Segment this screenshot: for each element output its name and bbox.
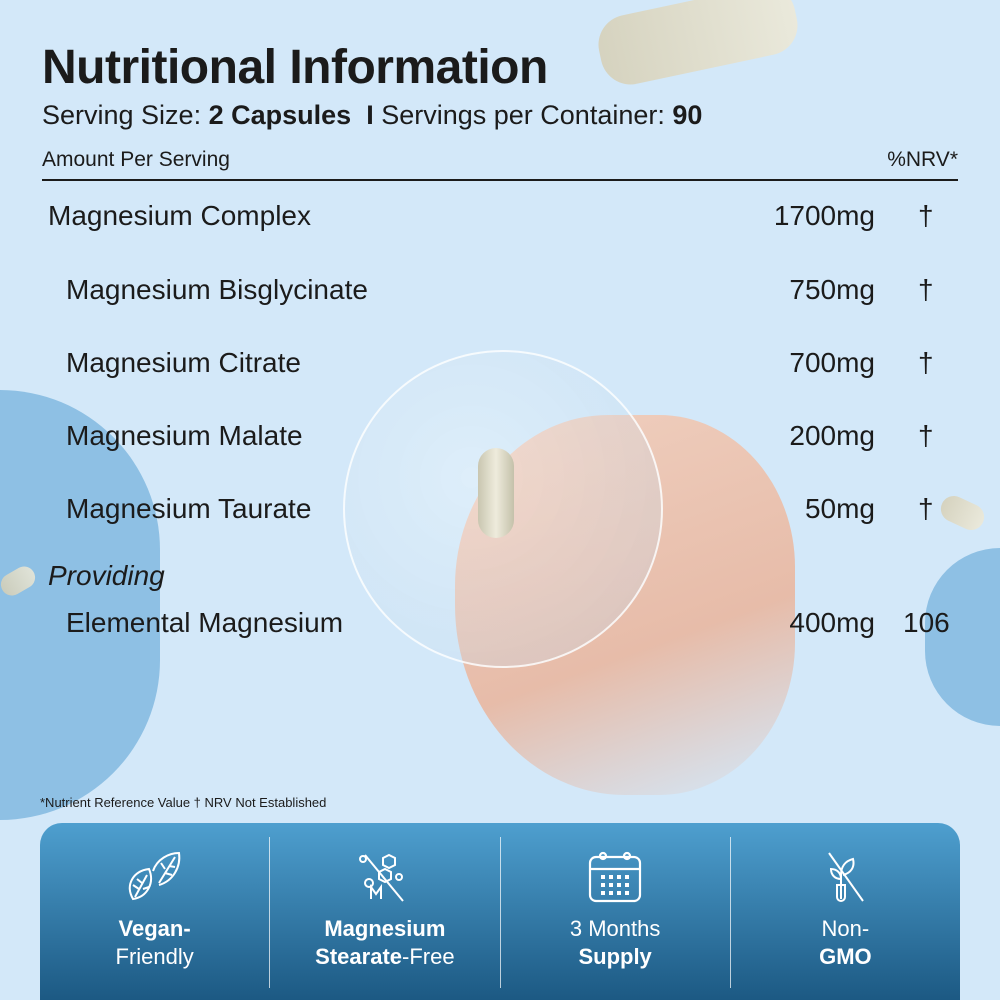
servings-per-container-label: Servings per Container: (381, 100, 665, 130)
floating-capsule-image (936, 491, 989, 535)
no-molecule-icon (358, 853, 404, 902)
serving-size-label: Serving Size: (42, 100, 202, 130)
nutrient-name: Magnesium Bisglycinate (66, 274, 368, 305)
nutrient-nrv: † (918, 200, 934, 231)
nutrient-nrv: † (918, 347, 934, 378)
nutrient-amount: 750mg (789, 274, 875, 305)
nutrient-name: Magnesium Taurate (66, 493, 312, 524)
features-panel: Vegan- Friendly Magnesium Stearate-Free … (40, 823, 960, 1000)
magnifying-lens-image (343, 350, 663, 668)
feature-supply: 3 Months Supply (501, 823, 730, 1000)
nutrient-amount: 200mg (789, 420, 875, 451)
feature-stearate-free: Magnesium Stearate-Free (270, 823, 499, 1000)
table-header: Amount Per Serving %NRV* (42, 148, 958, 181)
nutrient-amount: 1700mg (773, 200, 875, 231)
feature-line: Stearate (315, 944, 403, 969)
nutrient-nrv: † (918, 274, 934, 305)
nutrient-name: Magnesium Citrate (66, 347, 301, 378)
divider (269, 837, 271, 988)
capsule-image (478, 448, 514, 538)
no-gmo-plant-icon (828, 852, 865, 902)
feature-line: Vegan- (118, 916, 191, 941)
nutrient-amount: 400mg (789, 607, 875, 638)
servings-per-container-value: 90 (672, 100, 703, 130)
nutrient-name: Magnesium Malate (66, 420, 303, 451)
decorative-circle-left (0, 390, 160, 820)
nutrient-name: Elemental Magnesium (66, 607, 344, 638)
divider (729, 837, 731, 988)
feature-line: Supply (578, 944, 652, 969)
serving-info: Serving Size: 2 Capsules I Servings per … (42, 100, 702, 131)
feature-line: Magnesium (324, 916, 446, 941)
nutrient-amount: 50mg (804, 493, 875, 524)
floating-capsule-image (592, 0, 804, 91)
feature-line: Friendly (115, 944, 194, 969)
feature-non-gmo: Non- GMO (731, 823, 960, 1000)
separator: I (366, 100, 374, 130)
nrv-header: %NRV* (887, 148, 958, 171)
feature-line: Non- (821, 916, 870, 941)
footnote: *Nutrient Reference Value † NRV Not Esta… (40, 795, 327, 810)
feature-vegan: Vegan- Friendly (40, 823, 269, 1000)
feature-line: 3 Months (569, 916, 661, 941)
nutrient-nrv: 106 (903, 607, 950, 638)
feature-line: -Free (402, 944, 455, 969)
serving-size-value: 2 Capsules (208, 100, 352, 130)
providing-label: Providing (48, 560, 165, 591)
nutrient-nrv: † (918, 420, 934, 451)
nutrient-name: Magnesium Complex (48, 200, 311, 231)
page-title: Nutritional Information (42, 41, 548, 94)
amount-per-serving-header: Amount Per Serving (42, 148, 230, 171)
nutrient-amount: 700mg (789, 347, 875, 378)
nutrient-nrv: † (918, 493, 934, 524)
calendar-icon (589, 851, 642, 903)
leaves-icon (128, 851, 180, 901)
feature-line: GMO (819, 944, 872, 969)
divider (499, 837, 501, 988)
